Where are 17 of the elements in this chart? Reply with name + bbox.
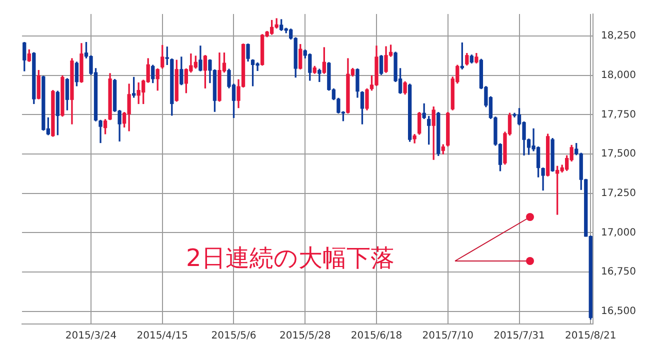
x-tick-label: 2015/7/31: [494, 330, 545, 342]
annotation: 2日連続の大幅下落: [186, 243, 394, 274]
y-tick-label: 17,000: [601, 227, 636, 238]
x-tick-label: 2015/8/21: [564, 330, 616, 342]
x-tick-label: 2015/5/6: [211, 330, 256, 342]
y-tick-label: 17,500: [601, 148, 636, 160]
y-tick-label: 16,750: [601, 266, 636, 278]
x-tick-label: 2015/5/28: [279, 330, 331, 342]
y-tick-label: 17,250: [601, 188, 636, 199]
x-tick-label: 2015/7/10: [422, 330, 474, 342]
x-tick-label: 2015/6/18: [350, 330, 402, 342]
y-tick-label: 17,750: [601, 109, 636, 120]
x-tick-label: 2015/4/15: [136, 330, 188, 342]
y-tick-label: 16,500: [601, 306, 636, 318]
y-tick-label: 18,250: [601, 30, 636, 42]
y-tick-label: 18,000: [601, 70, 636, 81]
x-tick-label: 2015/3/24: [65, 330, 117, 342]
